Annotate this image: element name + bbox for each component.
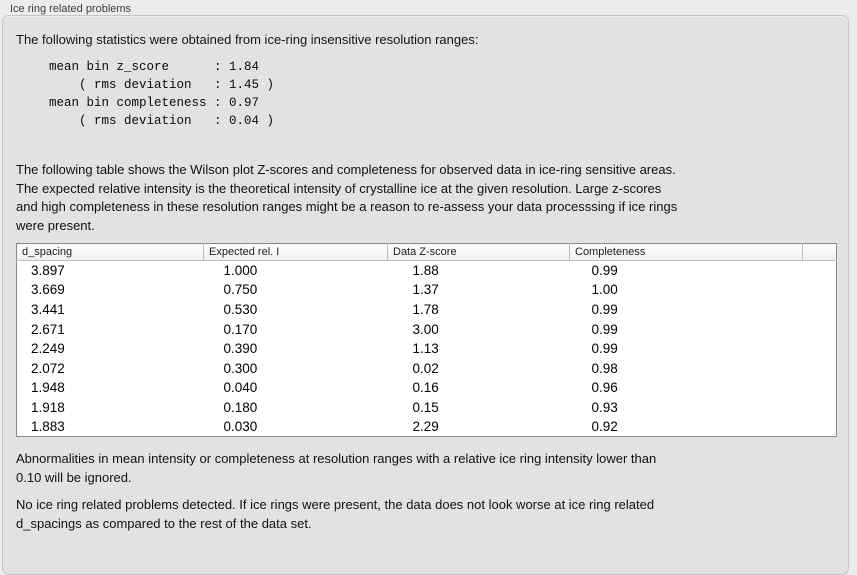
table-cell: 1.37 bbox=[412, 282, 439, 298]
table-cell: 2.671 bbox=[31, 321, 65, 337]
table-cell: 0.99 bbox=[591, 263, 618, 279]
table-cell: 3.897 bbox=[31, 263, 65, 279]
table-cell: 0.040 bbox=[223, 380, 258, 396]
table-cell bbox=[803, 280, 837, 300]
table-cell: 1.13 bbox=[412, 341, 439, 357]
table-cell: 0.750 bbox=[223, 282, 258, 298]
table-cell bbox=[803, 261, 837, 281]
table-cell: 1.918 bbox=[31, 399, 65, 415]
table-cell: 0.390 bbox=[223, 341, 258, 357]
table-cell: 3.441 bbox=[31, 301, 65, 317]
table-cell: 0.93 bbox=[591, 399, 618, 415]
table-cell: 0.300 bbox=[223, 360, 258, 376]
table-row[interactable]: 1.883 0.030 2.29 0.92 bbox=[17, 417, 837, 437]
table-cell: 0.92 bbox=[591, 419, 618, 435]
table-cell bbox=[803, 319, 837, 339]
conclusion-note: No ice ring related problems detected. I… bbox=[16, 497, 655, 531]
table-cell: 0.99 bbox=[591, 321, 618, 337]
table-row[interactable]: 2.671 0.170 3.00 0.99 bbox=[17, 319, 837, 339]
table-row[interactable]: 2.072 0.300 0.02 0.98 bbox=[17, 358, 837, 378]
table-row[interactable]: 2.249 0.390 1.13 0.99 bbox=[17, 339, 837, 359]
table-cell: 2.072 bbox=[31, 360, 65, 376]
column-header bbox=[802, 243, 837, 261]
table-cell: 0.030 bbox=[223, 419, 258, 435]
table-cell: 0.530 bbox=[223, 301, 258, 317]
table-cell: 1.00 bbox=[591, 282, 618, 298]
panel-title: Ice ring related problems bbox=[10, 3, 132, 15]
table-cell: 2.29 bbox=[412, 419, 439, 435]
table-cell bbox=[803, 339, 837, 359]
table-cell bbox=[803, 398, 837, 418]
column-header: Completeness bbox=[569, 243, 803, 261]
table-row[interactable]: 3.897 1.000 1.88 0.99 bbox=[17, 261, 837, 281]
table-cell bbox=[803, 300, 837, 320]
table-row[interactable]: 3.669 0.750 1.37 1.00 bbox=[17, 280, 837, 300]
table-cell: 0.98 bbox=[591, 360, 618, 376]
table-row[interactable]: 3.441 0.530 1.78 0.99 bbox=[17, 300, 837, 320]
table-cell: 3.669 bbox=[31, 282, 65, 298]
table-row[interactable]: 1.948 0.040 0.16 0.96 bbox=[17, 378, 837, 398]
ice-ring-panel: The following statistics were obtained f… bbox=[2, 15, 849, 575]
ice-ring-table: d_spacing Expected rel. I Data Z-score Comp… bbox=[16, 243, 837, 438]
table-cell bbox=[803, 417, 837, 437]
table-cell: 0.99 bbox=[591, 341, 618, 357]
intro-text: The following statistics were obtained f… bbox=[16, 32, 479, 47]
table-cell: 1.78 bbox=[412, 301, 439, 317]
column-header: Expected rel. I bbox=[203, 243, 388, 261]
table-cell: 1.88 bbox=[412, 263, 439, 279]
table-cell: 1.883 bbox=[31, 419, 65, 435]
table-cell: 0.02 bbox=[412, 360, 439, 376]
table-cell bbox=[803, 358, 837, 378]
ignore-note: Abnormalities in mean intensity or compl… bbox=[16, 451, 657, 485]
table-cell: 0.16 bbox=[412, 380, 439, 396]
table-cell: 1.000 bbox=[223, 263, 258, 279]
table-cell bbox=[803, 378, 837, 398]
table-cell: 3.00 bbox=[412, 321, 439, 337]
column-header: d_spacing bbox=[16, 243, 204, 261]
table-cell: 0.96 bbox=[591, 380, 618, 396]
column-header: Data Z-score bbox=[387, 243, 570, 261]
table-cell: 0.180 bbox=[223, 399, 258, 415]
table-cell: 0.170 bbox=[223, 321, 258, 337]
table-description: The following table shows the Wilson plo… bbox=[16, 162, 678, 233]
table-header-row: d_spacing Expected rel. I Data Z-score Comp… bbox=[16, 243, 837, 261]
stats-block: mean bin z_score : 1.84 ( rms deviation … bbox=[49, 60, 275, 128]
table-row[interactable]: 1.918 0.180 0.15 0.93 bbox=[17, 398, 837, 418]
table-cell: 2.249 bbox=[31, 341, 65, 357]
table-cell: 1.948 bbox=[31, 380, 65, 396]
table-cell: 0.15 bbox=[412, 399, 439, 415]
table-cell: 0.99 bbox=[591, 301, 618, 317]
